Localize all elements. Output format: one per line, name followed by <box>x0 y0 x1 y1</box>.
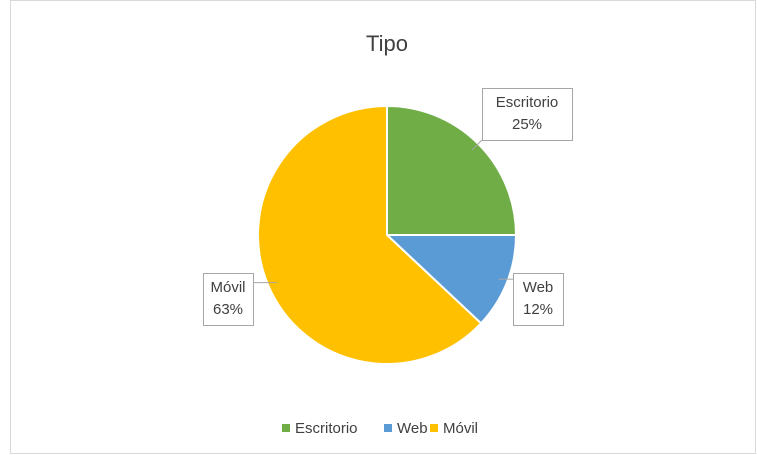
label-box <box>513 273 564 326</box>
data-label-category: Web <box>523 279 554 296</box>
legend-label: Móvil <box>443 420 478 437</box>
legend-swatch <box>384 424 392 432</box>
data-label-category: Escritorio <box>496 94 559 111</box>
pie-slice <box>257 104 483 365</box>
data-label-value: 63% <box>213 301 243 318</box>
leader-line <box>471 139 483 151</box>
data-label-value: 25% <box>512 116 542 133</box>
legend-label: Web <box>397 420 428 437</box>
legend-swatch <box>430 424 438 432</box>
label-box <box>203 273 254 326</box>
data-label-category: Móvil <box>210 279 245 296</box>
chart-title: Tipo <box>366 31 408 56</box>
pie-slice <box>384 234 518 325</box>
label-box <box>482 88 573 141</box>
data-label-value: 12% <box>523 301 553 318</box>
legend-swatch <box>282 424 290 432</box>
legend-label: Escritorio <box>295 420 358 437</box>
